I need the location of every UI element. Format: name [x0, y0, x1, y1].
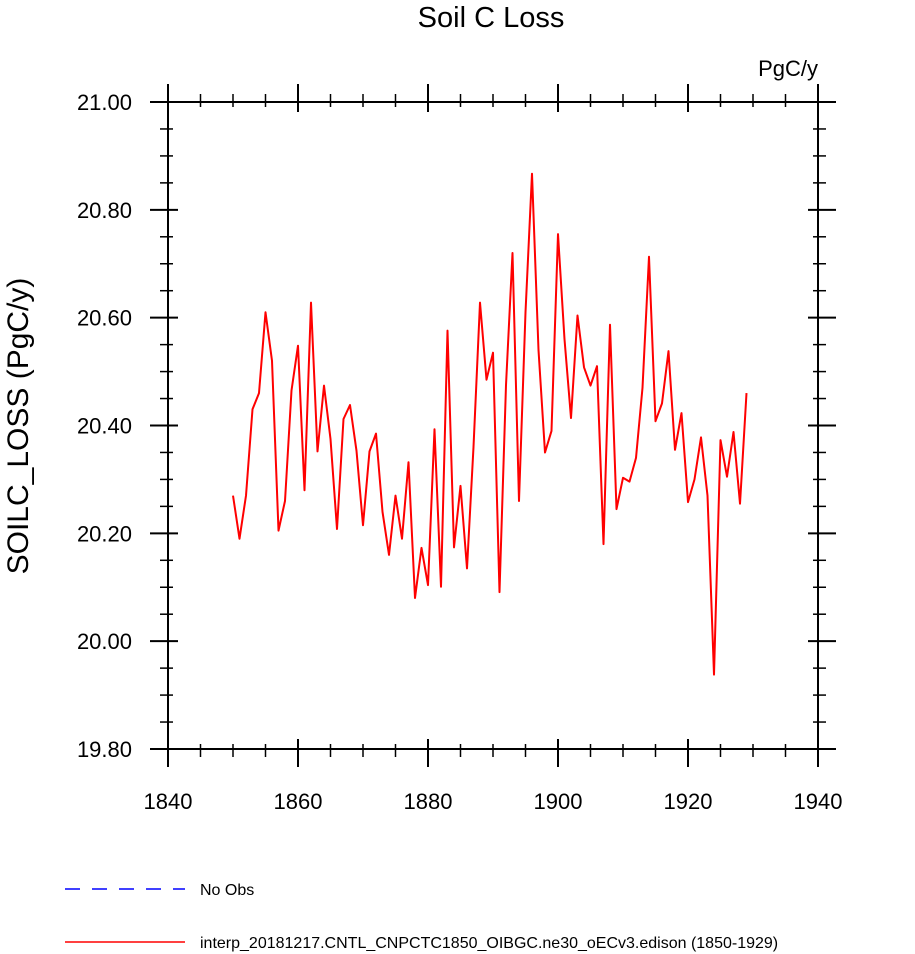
- x-tick-label: 1940: [794, 789, 843, 814]
- plot-frame: [167, 101, 819, 750]
- minor-ticks: [160, 94, 826, 757]
- y-axis-label: SOILC_LOSS (PgC/y): [2, 278, 35, 575]
- y-tick-label: 20.20: [77, 521, 132, 546]
- series-line: [232, 172, 748, 676]
- x-tick-label: 1900: [534, 789, 583, 814]
- x-tick-label: 1840: [144, 789, 193, 814]
- y-tick-label: 21.00: [77, 90, 132, 115]
- y-tick-label: 19.80: [77, 737, 132, 762]
- x-tick-label: 1860: [274, 789, 323, 814]
- y-tick-label: 20.40: [77, 414, 132, 439]
- x-tick-label: 1920: [664, 789, 713, 814]
- x-tick-labels: 1840 1860 1880 1900 1920 1940: [144, 789, 843, 814]
- x-tick-label: 1880: [404, 789, 453, 814]
- legend: No Obs interp_20181217.CNTL_CNPCTC1850_OI…: [65, 882, 778, 952]
- chart-title: Soil C Loss: [418, 2, 565, 34]
- y-tick-label: 20.00: [77, 629, 132, 654]
- units-label: PgC/y: [758, 56, 818, 81]
- legend-label: interp_20181217.CNTL_CNPCTC1850_OIBGC.ne…: [200, 935, 778, 952]
- y-tick-label: 20.60: [77, 306, 132, 331]
- y-tick-label: 20.80: [77, 198, 132, 223]
- legend-label: No Obs: [200, 882, 254, 899]
- y-tick-labels: 19.80 20.00 20.20 20.40 20.60 20.80 21.00: [77, 90, 132, 762]
- series-group: [232, 172, 748, 676]
- major-ticks: [150, 84, 836, 767]
